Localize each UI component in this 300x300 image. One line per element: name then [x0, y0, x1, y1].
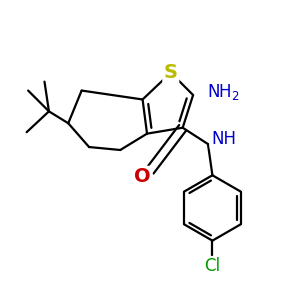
- Text: NH$_2$: NH$_2$: [207, 82, 240, 102]
- Text: Cl: Cl: [204, 257, 220, 275]
- Text: O: O: [134, 167, 151, 186]
- Text: S: S: [164, 63, 178, 82]
- Text: NH: NH: [211, 130, 236, 148]
